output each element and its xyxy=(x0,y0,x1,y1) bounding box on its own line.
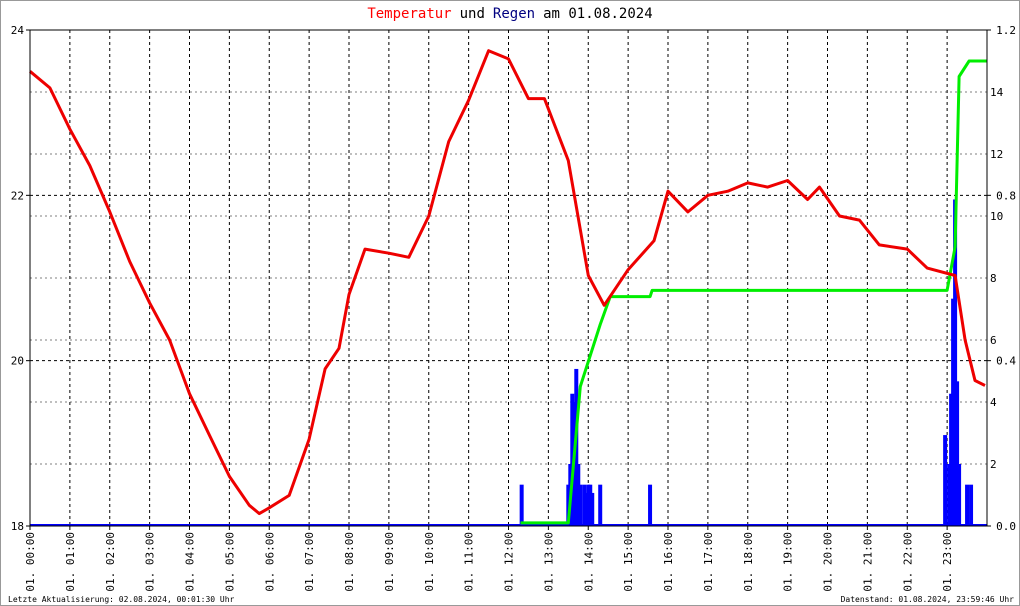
rain-bar xyxy=(943,435,948,526)
rain-bar xyxy=(578,484,583,526)
footer-right: Datenstand: 01.08.2024, 23:59:46 Uhr xyxy=(841,595,1015,604)
plot-border xyxy=(29,29,988,527)
x-tick-label: 01. 08:00 xyxy=(343,532,356,592)
rain-bar xyxy=(648,484,653,526)
y3-tick-label: 4 xyxy=(990,396,997,409)
x-tick-label: 01. 04:00 xyxy=(184,532,197,592)
x-tick-label: 01. 14:00 xyxy=(582,532,595,592)
y3-tick-label: 14 xyxy=(990,86,1004,99)
rain-bar xyxy=(957,464,962,526)
y3-tick-label: 6 xyxy=(990,334,997,347)
x-tick-label: 01. 23:00 xyxy=(941,532,954,592)
x-tick-label: 01. 03:00 xyxy=(144,532,157,592)
x-tick-label: 01. 21:00 xyxy=(861,532,874,592)
y-tick-label: 20 xyxy=(11,355,24,368)
chart-title: Temperatur und Regen am 01.08.2024 xyxy=(367,6,652,22)
x-tick-label: 01. 01:00 xyxy=(64,532,77,592)
rain-bar xyxy=(519,484,524,526)
y2-tick-label: 0.8 xyxy=(996,189,1016,202)
x-tick-label: 01. 06:00 xyxy=(263,532,276,592)
y2-tick-label: 0.0 xyxy=(996,520,1016,533)
y2-tick-label: 1.2 xyxy=(996,24,1016,37)
y-tick-label: 24 xyxy=(11,24,25,37)
footer-left: Letzte Aktualisierung: 02.08.2024, 00:01… xyxy=(8,595,235,604)
x-tick-label: 01. 19:00 xyxy=(782,532,795,592)
y2-tick-label: 0.4 xyxy=(996,355,1016,368)
y3-tick-label: 8 xyxy=(990,272,997,285)
title-part: Temperatur xyxy=(367,6,451,22)
y3-tick-label: 10 xyxy=(990,210,1003,223)
x-tick-label: 01. 13:00 xyxy=(542,532,555,592)
y3-tick-label: 12 xyxy=(990,148,1003,161)
x-tick-label: 01. 17:00 xyxy=(702,532,715,592)
rain-bar xyxy=(598,484,603,526)
x-tick-label: 01. 02:00 xyxy=(104,532,117,592)
title-part: und xyxy=(460,6,485,22)
x-tick-label: 01. 12:00 xyxy=(503,532,516,592)
y-tick-label: 22 xyxy=(11,189,24,202)
x-tick-label: 01. 10:00 xyxy=(423,532,436,592)
series-line xyxy=(520,59,987,525)
title-part: am 01.08.2024 xyxy=(543,6,653,22)
rain-bar xyxy=(969,484,974,526)
title-part: Regen xyxy=(493,6,535,22)
x-tick-label: 01. 05:00 xyxy=(223,532,236,592)
x-tick-label: 01. 11:00 xyxy=(463,532,476,592)
x-tick-label: 01. 15:00 xyxy=(622,532,635,592)
x-tick-label: 01. 09:00 xyxy=(383,532,396,592)
y-tick-label: 18 xyxy=(11,520,24,533)
x-tick-label: 01. 18:00 xyxy=(742,532,755,592)
rain-bar xyxy=(590,492,595,526)
x-tick-label: 01. 22:00 xyxy=(901,532,914,592)
x-tick-label: 01. 00:00 xyxy=(24,532,37,592)
y3-tick-label: 2 xyxy=(990,458,997,471)
x-tick-label: 01. 20:00 xyxy=(822,532,835,592)
x-tick-label: 01. 16:00 xyxy=(662,532,675,592)
x-tick-label: 01. 07:00 xyxy=(303,532,316,592)
rain-bar xyxy=(965,484,970,526)
series-line xyxy=(29,49,986,516)
rain-bar xyxy=(953,199,958,526)
rain-bar xyxy=(955,381,960,526)
